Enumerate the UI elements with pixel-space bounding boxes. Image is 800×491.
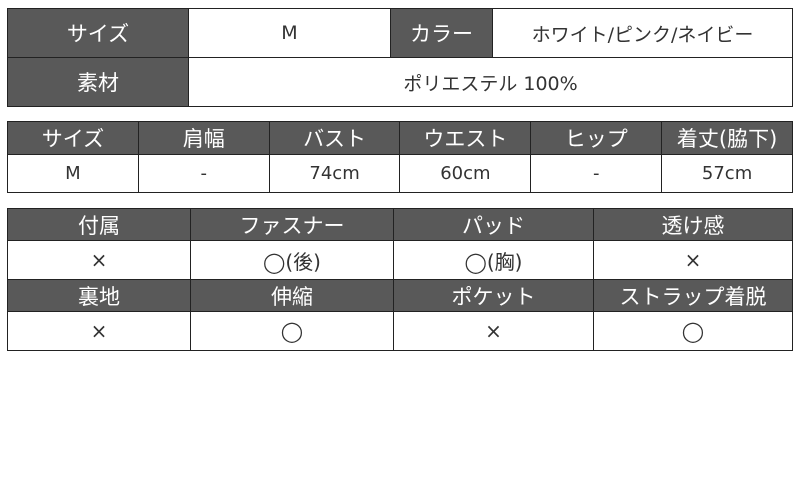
header-cell: パッド — [393, 208, 594, 241]
data-cell: × — [7, 311, 191, 351]
basic-info-table: サイズ M カラー ホワイト/ピンク/ネイビー 素材 ポリエステル 100% — [7, 8, 793, 107]
material-value: ポリエステル 100% — [188, 57, 793, 107]
header-cell: ファスナー — [190, 208, 394, 241]
size-value: M — [188, 8, 391, 58]
header-cell: 裏地 — [7, 279, 191, 312]
data-cell: 57cm — [661, 154, 793, 193]
header-cell: ストラップ着脱 — [593, 279, 793, 312]
header-cell: サイズ — [7, 121, 139, 155]
header-cell: ヒップ — [530, 121, 663, 155]
features-table: 付属 ファスナー パッド 透け感 × ◯(後) ◯(胸) × 裏地 伸縮 ポケッ… — [7, 208, 793, 351]
size-label: サイズ — [7, 8, 189, 58]
header-cell: 着丈(脇下) — [661, 121, 793, 155]
data-cell: ◯(胸) — [393, 240, 594, 280]
header-cell: 透け感 — [593, 208, 793, 241]
data-cell: ◯ — [190, 311, 394, 351]
header-cell: 伸縮 — [190, 279, 394, 312]
measurements-table: サイズ 肩幅 バスト ウエスト ヒップ 着丈(脇下) M - 74cm 60cm… — [7, 121, 793, 193]
header-cell: ポケット — [393, 279, 594, 312]
data-cell: - — [137, 154, 270, 193]
data-cell: M — [7, 154, 139, 193]
data-cell: 74cm — [268, 154, 401, 193]
data-cell: ◯(後) — [190, 240, 394, 280]
header-cell: 肩幅 — [137, 121, 270, 155]
material-label: 素材 — [7, 57, 189, 107]
color-value: ホワイト/ピンク/ネイビー — [492, 8, 793, 58]
data-cell: ◯ — [593, 311, 793, 351]
data-cell: × — [7, 240, 191, 280]
header-cell: 付属 — [7, 208, 191, 241]
color-label: カラー — [390, 8, 493, 58]
data-cell: - — [530, 154, 663, 193]
header-cell: ウエスト — [399, 121, 532, 155]
data-cell: × — [393, 311, 594, 351]
data-cell: 60cm — [399, 154, 532, 193]
data-cell: × — [593, 240, 793, 280]
header-cell: バスト — [268, 121, 401, 155]
